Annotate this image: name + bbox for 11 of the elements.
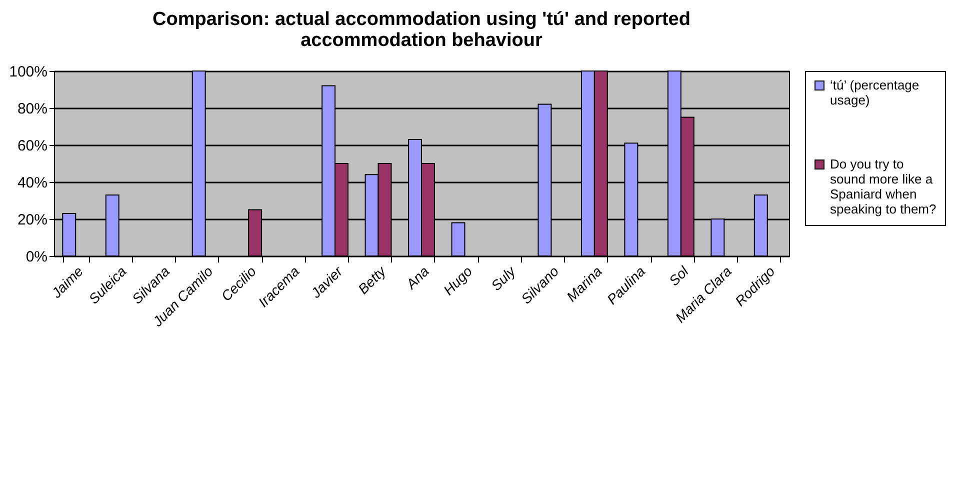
legend-label: Do you try to sound more like a Spaniard when speaking to them? [830,156,936,216]
x-tick-label: Sol [666,262,692,289]
legend-label: ‘tú’ (percentage usage) [830,78,920,108]
x-tick-label: Ana [402,262,432,293]
y-tick-label: 60% [17,138,48,154]
y-tick-label: 0% [26,248,48,266]
y-tick-label: 20% [17,212,48,228]
y-tick-label: 100% [9,64,48,80]
y-tick-label: 80% [17,100,48,118]
y-tick-label: 40% [17,174,48,192]
chart-title: Comparison: actual accommodation using 'tú' and reported accommodation behaviour [152,9,690,51]
